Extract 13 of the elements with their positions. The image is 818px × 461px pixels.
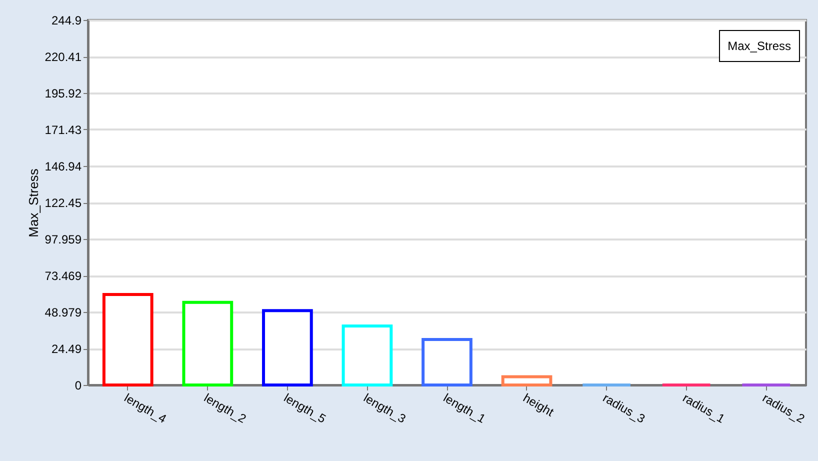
- y-tick-label: 0: [74, 378, 82, 392]
- y-tick-label: 73.469: [44, 269, 82, 283]
- y-tick-label: 122.45: [44, 196, 82, 210]
- y-tick-label: 244.9: [51, 14, 82, 28]
- y-tick-label: 195.92: [44, 86, 82, 100]
- y-tick-label: 24.49: [51, 342, 82, 356]
- text: Max_Stress: [718, 30, 800, 62]
- y-tick-label: 171.43: [44, 123, 82, 137]
- y-tick-label: 220.41: [44, 50, 82, 64]
- y-axis-title: Max_Stress: [26, 168, 41, 238]
- y-tick-label: 97.959: [44, 232, 82, 246]
- y-tick-label: 146.94: [44, 160, 82, 174]
- y-tick-label: 48.979: [44, 306, 82, 320]
